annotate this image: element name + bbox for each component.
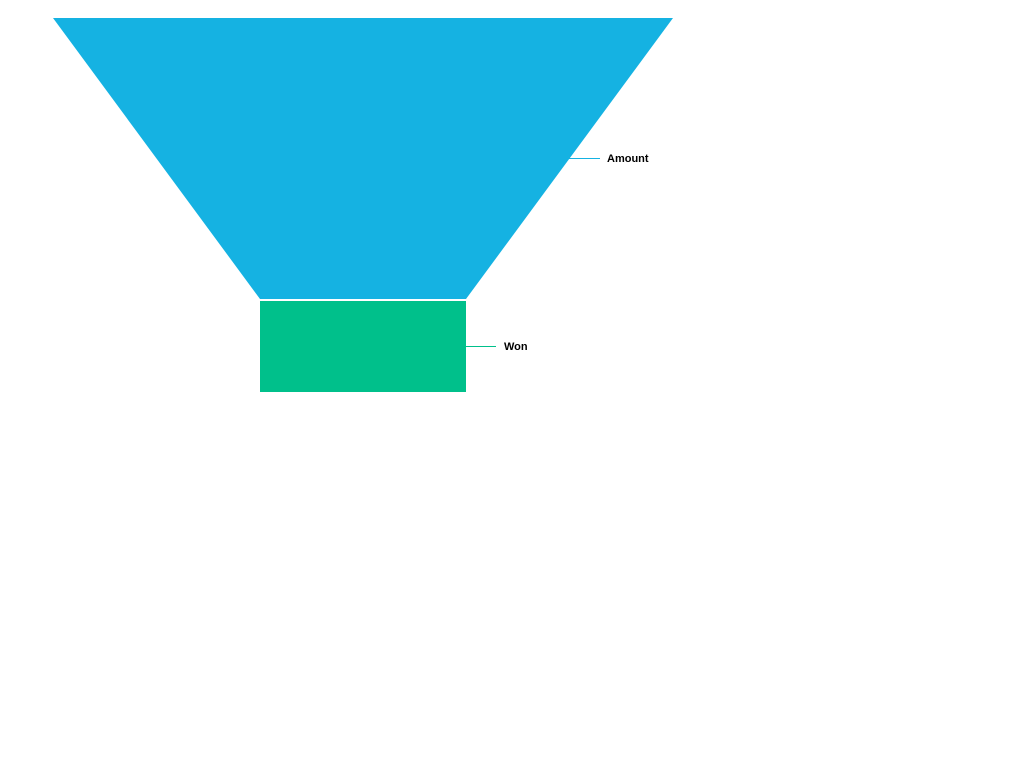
- stage-label-won: Won: [504, 341, 528, 353]
- funnel-stage-amount[interactable]: [53, 18, 673, 299]
- funnel-stage-won[interactable]: [260, 301, 466, 392]
- stage-label-amount: Amount: [607, 153, 649, 165]
